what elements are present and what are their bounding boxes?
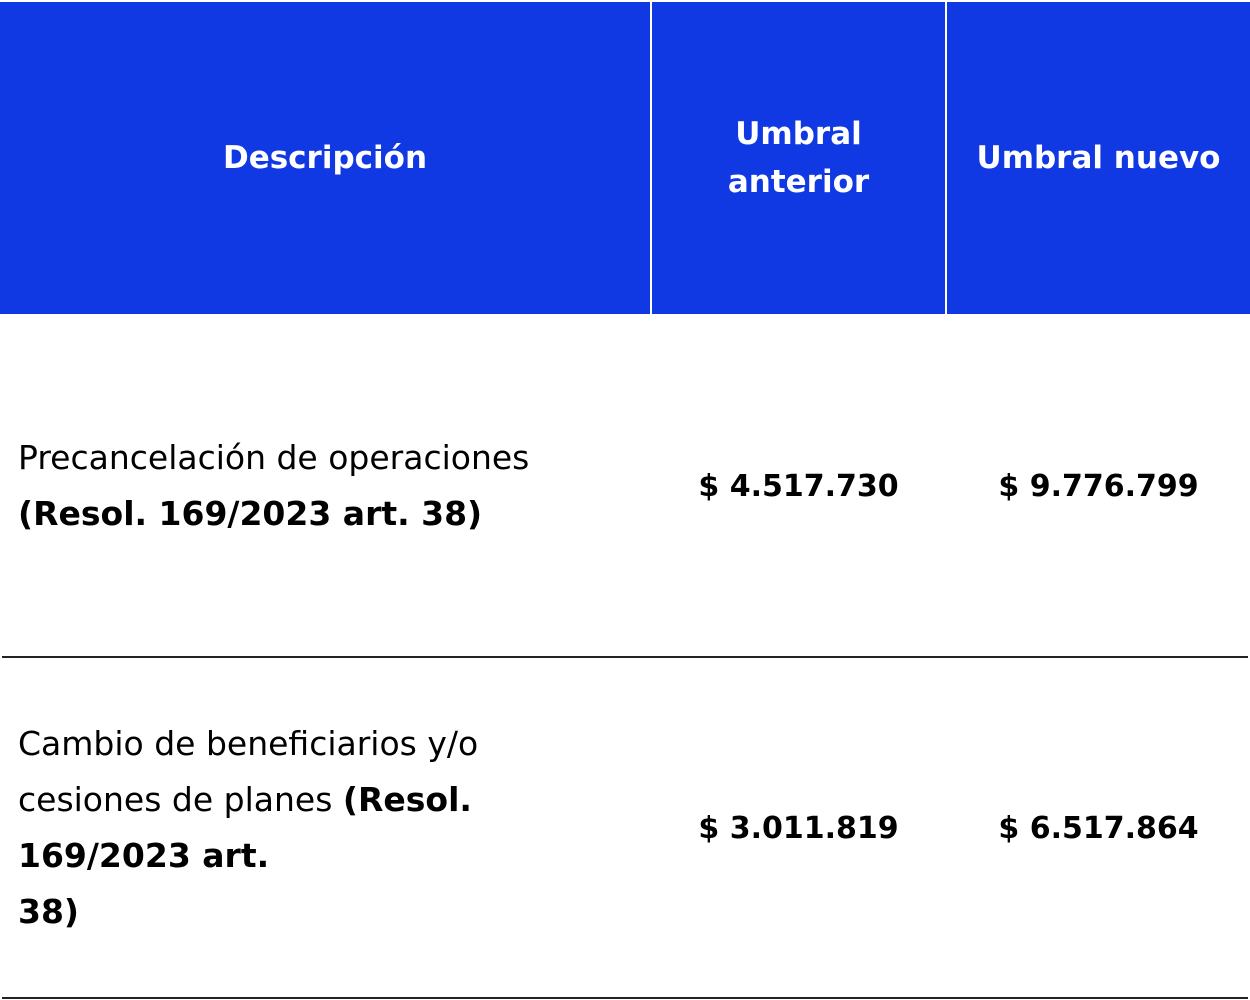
header-label: Umbral nuevo [976,140,1221,176]
header-label: Umbral anterior [727,116,870,200]
row-2-previous: $ 3.011.819 [652,659,945,997]
row-divider [2,656,1248,658]
resolution-ref: 169/2023 art. [18,836,270,875]
header-new-threshold: Umbral nuevo [947,2,1250,314]
text: cesiones de planes [18,780,343,819]
header-previous-threshold: Umbral anterior [652,2,945,314]
resolution-ref: (Resol. 169/2023 art. 38) [18,494,483,533]
row-1-previous: $ 4.517.730 [652,315,945,657]
row-1-description: Precancelación de operaciones (Resol. 16… [18,315,618,657]
row-2-description: Cambio de beneficiarios y/o cesiones de … [18,659,618,997]
value: $ 9.776.799 [998,468,1199,504]
resolution-ref: 38) [18,892,80,931]
value: $ 3.011.819 [698,810,899,846]
resolution-ref: (Resol. [342,780,472,819]
value: $ 4.517.730 [698,468,899,504]
header-label: Descripción [222,140,428,176]
row-1-new: $ 9.776.799 [947,315,1250,657]
row-2-new: $ 6.517.864 [947,659,1250,997]
value: $ 6.517.864 [998,810,1199,846]
header-description: Descripción [0,2,650,314]
text: Precancelación de operaciones [18,438,530,477]
text: Cambio de beneficiarios y/o [18,724,479,763]
row-divider [2,997,1248,999]
